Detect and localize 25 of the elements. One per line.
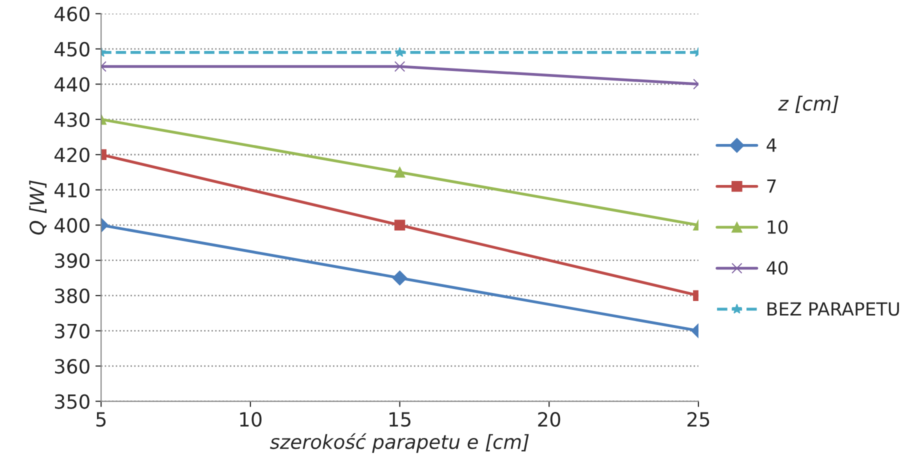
y-tick-label: 400 (54, 218, 90, 233)
x-tick-label: 5 (96, 412, 106, 427)
legend-label: 10 (768, 220, 788, 234)
x-tick-label: 25 (687, 412, 710, 427)
y-tick-label: 360 (55, 359, 90, 374)
y-tick-label: 440 (54, 77, 90, 92)
legend-label: 40 (766, 261, 788, 275)
legend-label: 4 (766, 138, 776, 152)
legend-label: 7 (767, 179, 776, 193)
y-axis-title: Q [W] (29, 180, 47, 235)
y-tick-label: 350 (55, 394, 90, 409)
legend-title: z [cm] (778, 96, 838, 114)
y-tick-label: 380 (55, 288, 90, 304)
y-tick-label: 410 (54, 182, 90, 198)
legend-label: BEZ PARAPETU (768, 302, 899, 316)
x-tick-label: 10 (240, 412, 262, 427)
y-tick-label: 460 (54, 6, 90, 22)
y-tick-label: 390 (55, 253, 90, 268)
y-tick-label: 430 (54, 112, 90, 128)
y-tick-label: 420 (54, 148, 90, 162)
x-tick-label: 15 (390, 412, 410, 427)
y-tick-label: 450 (54, 42, 90, 57)
x-axis-title: szerokość parapetu e [cm] (270, 433, 529, 453)
y-tick-label: 370 (55, 324, 90, 338)
x-tick-label: 20 (538, 412, 560, 427)
